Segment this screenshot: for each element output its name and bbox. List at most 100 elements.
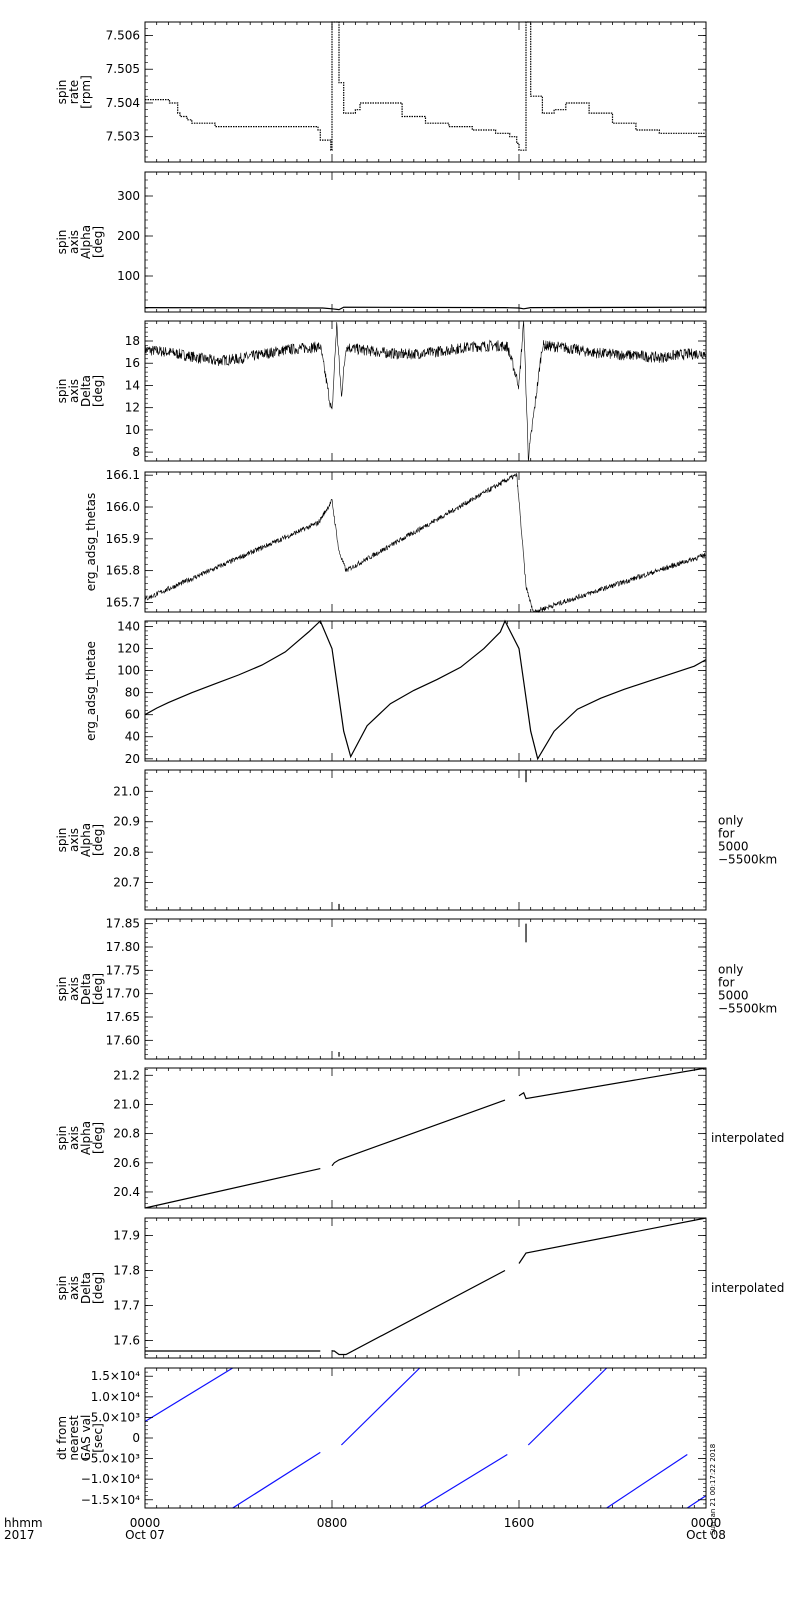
data-line	[332, 1269, 506, 1356]
y-tick-label: 20.6	[113, 1156, 140, 1170]
panel-6-data	[338, 770, 527, 910]
y-axis-label: erg_adsg_thetae	[84, 641, 98, 741]
y-tick-label: 17.60	[106, 1033, 140, 1047]
y-axis-label: Delta	[79, 1272, 93, 1304]
y-tick-label: 7.505	[106, 62, 140, 76]
panel-4: 165.7 165.8 165.9 166.0 166.1 erg_adsg_thetas	[84, 468, 707, 614]
y-tick-label: 60	[125, 708, 140, 722]
y-tick-label: 14	[125, 378, 140, 392]
panel-7-data	[338, 923, 527, 1057]
y-axis-label: [deg]	[91, 973, 105, 1005]
panel-10-data	[144, 1367, 707, 1509]
y-axis-label: Alpha	[79, 1121, 93, 1155]
panel-annotation: for	[718, 976, 735, 990]
panel-annotation: 5000	[718, 840, 749, 854]
y-tick-label: 8	[132, 445, 140, 459]
y-tick-label: 20.9	[113, 815, 140, 829]
panel-frame	[144, 1217, 707, 1359]
x-tick-label: 1600	[504, 1516, 535, 1530]
panel-frame	[144, 1367, 707, 1509]
y-tick-label: 18	[125, 334, 140, 348]
y-axis-label: axis	[67, 977, 81, 1001]
y-tick-label: −1.0×10⁴	[81, 1472, 140, 1486]
y-axis-label: Alpha	[79, 225, 93, 259]
y-axis-label: GAS val	[79, 1415, 93, 1462]
y-tick-label: 120	[117, 642, 140, 656]
y-tick-label: 166.1	[106, 468, 140, 482]
x-tick-label: 0000	[691, 1516, 722, 1530]
y-tick-label: 165.7	[106, 595, 140, 609]
y-axis-label: Delta	[79, 973, 93, 1005]
panel-frame	[144, 171, 707, 313]
x-tick-label: Oct 08	[686, 1528, 726, 1542]
y-tick-label: 7.504	[106, 96, 140, 110]
y-tick-label: 7.503	[106, 130, 140, 144]
y-tick-label: 17.65	[106, 1010, 140, 1024]
y-tick-label: 10	[125, 423, 140, 437]
y-axis-label: [deg]	[91, 1122, 105, 1154]
y-tick-label: −5.0×10³	[81, 1452, 140, 1466]
data-line	[686, 1495, 707, 1509]
timestamp-text: Sun Jan 21 00:17:22 2018	[709, 1444, 717, 1535]
panel-annotation: −5500km	[718, 853, 777, 867]
y-tick-label: 17.85	[106, 917, 140, 931]
data-line	[518, 1067, 707, 1100]
y-tick-label: 7.506	[106, 28, 140, 42]
y-axis-label: spin	[55, 379, 69, 404]
y-tick-label: 100	[117, 664, 140, 678]
panel-4-data	[144, 473, 706, 614]
y-axis-label: spin	[55, 1126, 69, 1151]
y-tick-label: 20	[125, 752, 140, 766]
panel-9-data	[145, 1217, 707, 1356]
y-axis-label: [deg]	[91, 824, 105, 856]
data-line	[144, 320, 706, 462]
data-line	[144, 306, 707, 311]
panel-frame	[144, 769, 707, 911]
y-tick-label: 140	[117, 620, 140, 634]
data-line	[144, 619, 707, 761]
y-axis-label: rate	[67, 80, 81, 104]
panel-annotation: only	[718, 814, 743, 828]
panel-frame	[144, 21, 707, 163]
panel-annotation: −5500km	[718, 1002, 777, 1016]
y-tick-label: 40	[125, 730, 140, 744]
y-tick-label: 20.7	[113, 876, 140, 890]
panel-frame	[144, 1067, 707, 1209]
panel-3-data	[144, 320, 706, 462]
panel-annotation: interpolated	[711, 1281, 784, 1295]
y-tick-label: 165.8	[106, 564, 140, 578]
y-tick-label: 17.9	[113, 1229, 140, 1243]
y-tick-label: 17.6	[113, 1334, 140, 1348]
y-axis-label: axis	[67, 379, 81, 403]
panel-2-data	[144, 306, 707, 311]
y-tick-label: 166.0	[106, 500, 140, 514]
data-line	[144, 1168, 321, 1209]
y-axis-label: [rpm]	[79, 75, 93, 109]
y-axis-label: Delta	[79, 375, 93, 407]
panel-annotation: interpolated	[711, 1131, 784, 1145]
y-axis-label: spin	[55, 1276, 69, 1301]
panel-1-data	[145, 21, 706, 151]
y-axis-label: Alpha	[79, 823, 93, 857]
y-tick-label: 21.0	[113, 784, 140, 798]
y-axis-label: dt from	[55, 1416, 69, 1460]
panel-annotation: for	[718, 827, 735, 841]
y-tick-label: 80	[125, 686, 140, 700]
y-axis-label: spin	[55, 828, 69, 853]
y-axis-label: [deg]	[91, 375, 105, 407]
panel-8-data	[144, 1067, 707, 1209]
x-tick-label: 0000	[130, 1516, 161, 1530]
y-tick-label: 12	[125, 401, 140, 415]
y-tick-label: 100	[117, 269, 140, 283]
y-axis-label: [sec]	[91, 1423, 105, 1453]
y-tick-label: 5.0×10³	[91, 1410, 140, 1424]
y-axis-label: axis	[67, 1276, 81, 1300]
y-axis-label: [deg]	[91, 1272, 105, 1304]
